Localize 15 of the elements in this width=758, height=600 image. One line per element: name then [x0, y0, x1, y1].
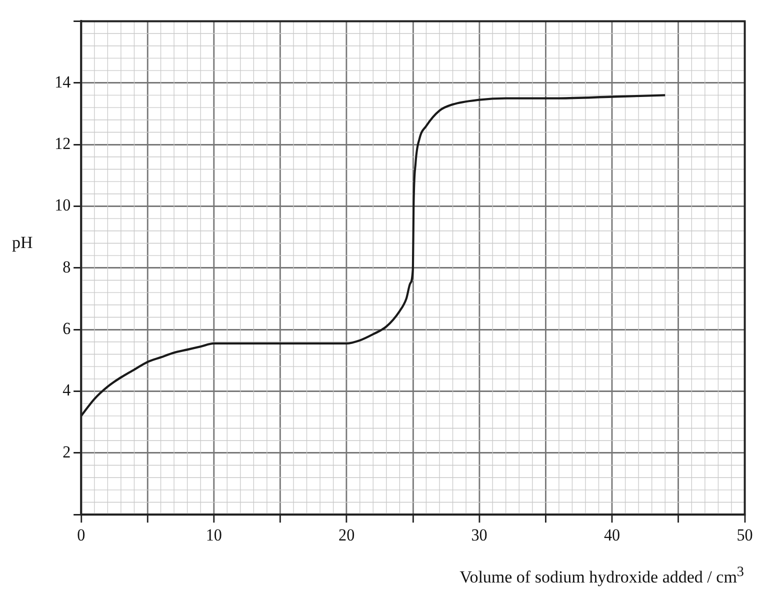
y-tick-label: 4 [62, 380, 72, 400]
y-tick-label: 12 [54, 134, 71, 154]
y-tick-label: 8 [62, 256, 71, 276]
y-tick-label: 10 [54, 195, 71, 215]
x-tick-label: 40 [604, 524, 620, 544]
x-tick-label: 0 [77, 524, 86, 544]
y-tick-label: 14 [54, 72, 72, 92]
x-tick-label: 50 [736, 524, 753, 544]
x-tick-label: 30 [471, 524, 488, 544]
y-tick-label: 2 [62, 442, 71, 462]
x-tick-label: 10 [206, 524, 222, 544]
x-axis-title: Volume of sodium hydroxide added / cm$^{3}$ [460, 564, 744, 588]
y-tick-label: 6 [62, 318, 71, 338]
y-axis-title: pH [12, 233, 33, 253]
x-tick-label: 20 [338, 524, 355, 544]
